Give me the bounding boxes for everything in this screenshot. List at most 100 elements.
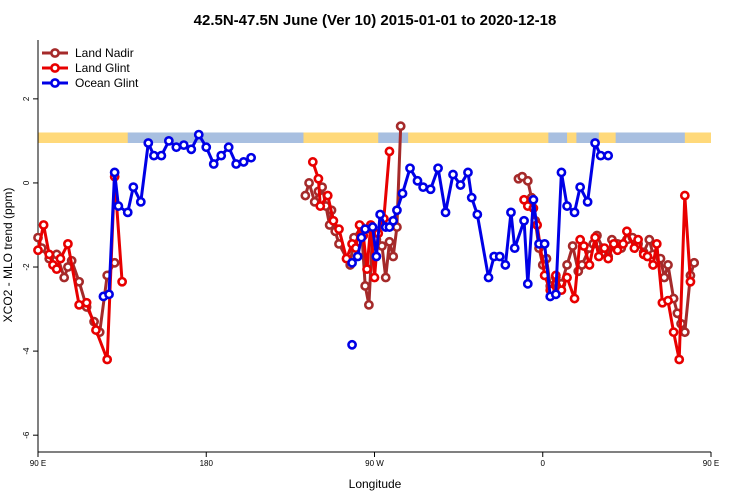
series-1	[33, 146, 696, 365]
data-point	[397, 188, 408, 199]
data-point	[51, 264, 62, 275]
x-tick-label: 90 E	[30, 459, 46, 468]
data-point	[633, 234, 643, 245]
land-ocean-band	[38, 132, 711, 143]
data-point	[590, 138, 600, 148]
data-point	[371, 251, 382, 262]
data-point	[584, 260, 595, 270]
data-point	[352, 251, 363, 262]
data-point	[63, 238, 73, 249]
data-point	[33, 245, 43, 256]
data-point	[685, 276, 696, 287]
data-point	[384, 146, 395, 157]
data-point	[590, 232, 600, 243]
data-point	[418, 182, 429, 193]
data-point	[143, 138, 154, 148]
y-tick-label: -4	[22, 347, 31, 355]
data-point	[307, 157, 318, 167]
data-point	[472, 209, 483, 220]
data-point	[363, 299, 374, 310]
legend-marker	[50, 78, 60, 88]
data-point	[569, 293, 580, 304]
data-point	[519, 215, 529, 226]
legend-marker	[50, 48, 60, 58]
data-point	[231, 159, 242, 169]
data-point	[562, 201, 572, 211]
data-point	[603, 150, 614, 161]
data-point	[642, 251, 653, 262]
data-point	[149, 150, 159, 161]
data-point	[522, 175, 533, 186]
data-point	[186, 144, 197, 155]
data-point	[122, 207, 133, 218]
data-point	[569, 207, 580, 218]
data-point	[380, 272, 391, 283]
data-point	[668, 327, 679, 338]
data-point	[201, 142, 212, 153]
x-tick-label: 0	[541, 459, 546, 468]
data-point	[395, 121, 406, 132]
data-point	[44, 249, 55, 260]
data-point	[463, 167, 473, 178]
data-point	[506, 207, 516, 218]
data-point	[369, 272, 380, 283]
data-point	[483, 272, 494, 283]
data-point	[556, 167, 567, 178]
data-point	[347, 339, 357, 350]
data-point	[679, 327, 690, 338]
ocean-band-segment	[548, 132, 568, 143]
data-point	[433, 163, 443, 174]
data-point	[612, 245, 623, 256]
series-line	[102, 133, 609, 298]
land-band	[38, 132, 711, 143]
data-point	[425, 184, 436, 195]
legend-label: Land Nadir	[75, 46, 134, 60]
data-point	[659, 272, 670, 283]
y-tick-label: -2	[22, 263, 31, 271]
series-3	[347, 339, 357, 350]
data-point	[466, 192, 477, 203]
data-point	[567, 241, 578, 251]
data-point	[360, 281, 371, 291]
data-point	[91, 325, 101, 335]
data-point	[193, 129, 204, 140]
data-point	[455, 180, 466, 190]
x-axis-label: Longitude	[349, 477, 402, 491]
legend-label: Ocean Glint	[75, 76, 139, 90]
ocean-band-segment	[378, 132, 409, 143]
y-tick-label: -6	[22, 431, 31, 439]
legend-label: Land Glint	[75, 61, 130, 75]
data-point	[689, 257, 700, 268]
data-point	[663, 260, 673, 270]
data-point	[246, 152, 257, 163]
data-point	[494, 251, 505, 262]
series-2	[98, 129, 614, 302]
data-point	[377, 241, 387, 251]
data-point	[81, 297, 92, 308]
data-point	[360, 224, 371, 235]
data-point	[603, 253, 614, 264]
data-point	[528, 194, 539, 205]
data-point	[74, 299, 85, 310]
data-point	[663, 295, 673, 306]
data-point	[356, 232, 367, 243]
data-point	[562, 260, 572, 270]
data-point	[440, 207, 451, 218]
data-point	[448, 169, 458, 180]
data-point	[163, 135, 174, 146]
data-point	[405, 163, 415, 174]
data-point	[629, 243, 640, 254]
data-point	[621, 226, 632, 237]
y-tick-label: 2	[22, 96, 31, 101]
data-point	[315, 201, 326, 211]
data-point	[59, 272, 70, 283]
data-point	[109, 167, 120, 178]
data-point	[38, 220, 49, 230]
legend-marker	[50, 63, 60, 73]
data-point	[500, 260, 511, 270]
data-point	[313, 173, 324, 184]
data-point	[113, 201, 124, 211]
data-point	[509, 243, 520, 254]
